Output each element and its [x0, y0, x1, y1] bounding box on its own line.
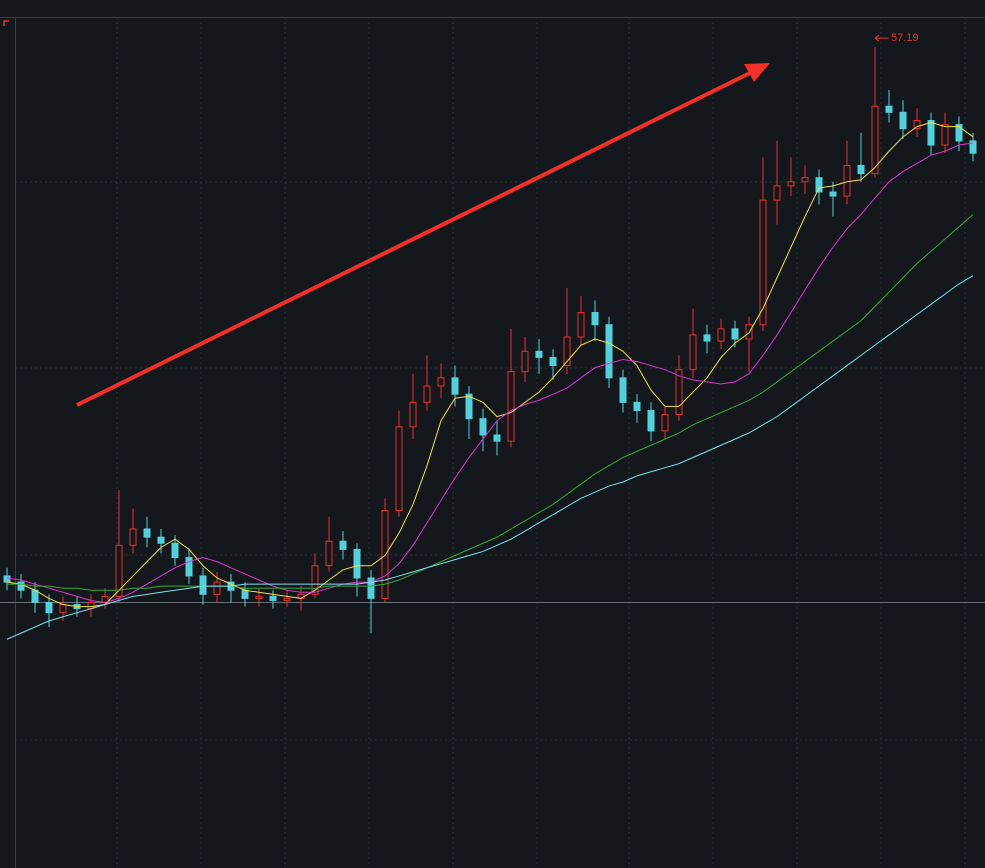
- candle-body: [241, 589, 249, 599]
- candle-body: [507, 371, 515, 442]
- annotation-label: 57.19: [891, 32, 919, 44]
- candle-body: [283, 597, 291, 601]
- trend-arrow-shaft: [76, 70, 753, 407]
- candle-body: [479, 418, 487, 436]
- candle-body: [171, 542, 179, 559]
- candle-body: [3, 575, 11, 583]
- candle-body: [955, 124, 963, 142]
- candle-body: [213, 581, 221, 595]
- candle-body: [941, 124, 949, 146]
- candle-body: [591, 311, 599, 326]
- corner-mark: [3, 20, 9, 26]
- candle-body: [521, 350, 529, 373]
- candle-body: [339, 540, 347, 550]
- candle-body: [185, 557, 193, 577]
- candle-body: [59, 604, 67, 614]
- grid: [0, 17, 985, 868]
- candle-body: [381, 510, 389, 599]
- candle-body: [577, 311, 585, 338]
- candle-body: [731, 328, 739, 340]
- candle-body: [619, 377, 627, 403]
- candle-body: [773, 185, 781, 201]
- candle-body: [325, 540, 333, 567]
- candle-body: [829, 191, 837, 197]
- candle-body: [535, 350, 543, 358]
- annotation-arrow: [874, 34, 889, 42]
- candle-body: [675, 369, 683, 416]
- candle-body: [969, 140, 977, 154]
- candle-body: [745, 324, 753, 340]
- candle-body: [647, 410, 655, 432]
- candle-body: [353, 548, 361, 579]
- candle-body: [815, 177, 823, 193]
- candle-body: [437, 377, 445, 387]
- candle-body: [409, 401, 417, 428]
- candle-body: [857, 164, 865, 175]
- candle-body: [689, 334, 697, 371]
- candle-body: [885, 105, 893, 113]
- candle-body: [913, 119, 921, 130]
- candle-body: [493, 434, 501, 442]
- candle-body: [129, 528, 137, 546]
- candle-body: [395, 426, 403, 512]
- candle-body: [717, 328, 725, 342]
- candle-body: [269, 595, 277, 601]
- ma-line: [6, 142, 974, 604]
- ma-line: [6, 122, 974, 608]
- candle-body: [661, 414, 669, 432]
- candle-body: [423, 385, 431, 403]
- candle-body: [465, 393, 473, 420]
- candle-body: [927, 119, 935, 146]
- plot: 57.19: [0, 32, 985, 640]
- trend-arrow: [76, 63, 770, 407]
- candle-body: [143, 528, 151, 538]
- candle-body: [633, 401, 641, 412]
- candle-body: [367, 577, 375, 599]
- ma-line: [6, 275, 974, 640]
- candle-body: [759, 199, 767, 326]
- candle-body: [17, 581, 25, 591]
- candle-body: [703, 334, 711, 342]
- candle-body: [311, 565, 319, 595]
- candle-body: [31, 589, 39, 603]
- candle-body: [45, 601, 53, 614]
- candle-body: [549, 356, 557, 367]
- candle-body: [605, 324, 613, 379]
- candle-body: [899, 111, 907, 130]
- candle-body: [843, 164, 851, 197]
- candle-body: [199, 575, 207, 595]
- candle-body: [115, 544, 123, 597]
- candle-body: [255, 595, 263, 599]
- candle-body: [871, 105, 879, 175]
- candle-body: [801, 177, 809, 183]
- candle-body: [563, 336, 571, 367]
- candle-body: [787, 181, 795, 187]
- trend-arrow-head: [744, 63, 770, 82]
- candle-body: [157, 536, 165, 544]
- candle-body: [451, 377, 459, 395]
- ma-line: [7, 214, 974, 591]
